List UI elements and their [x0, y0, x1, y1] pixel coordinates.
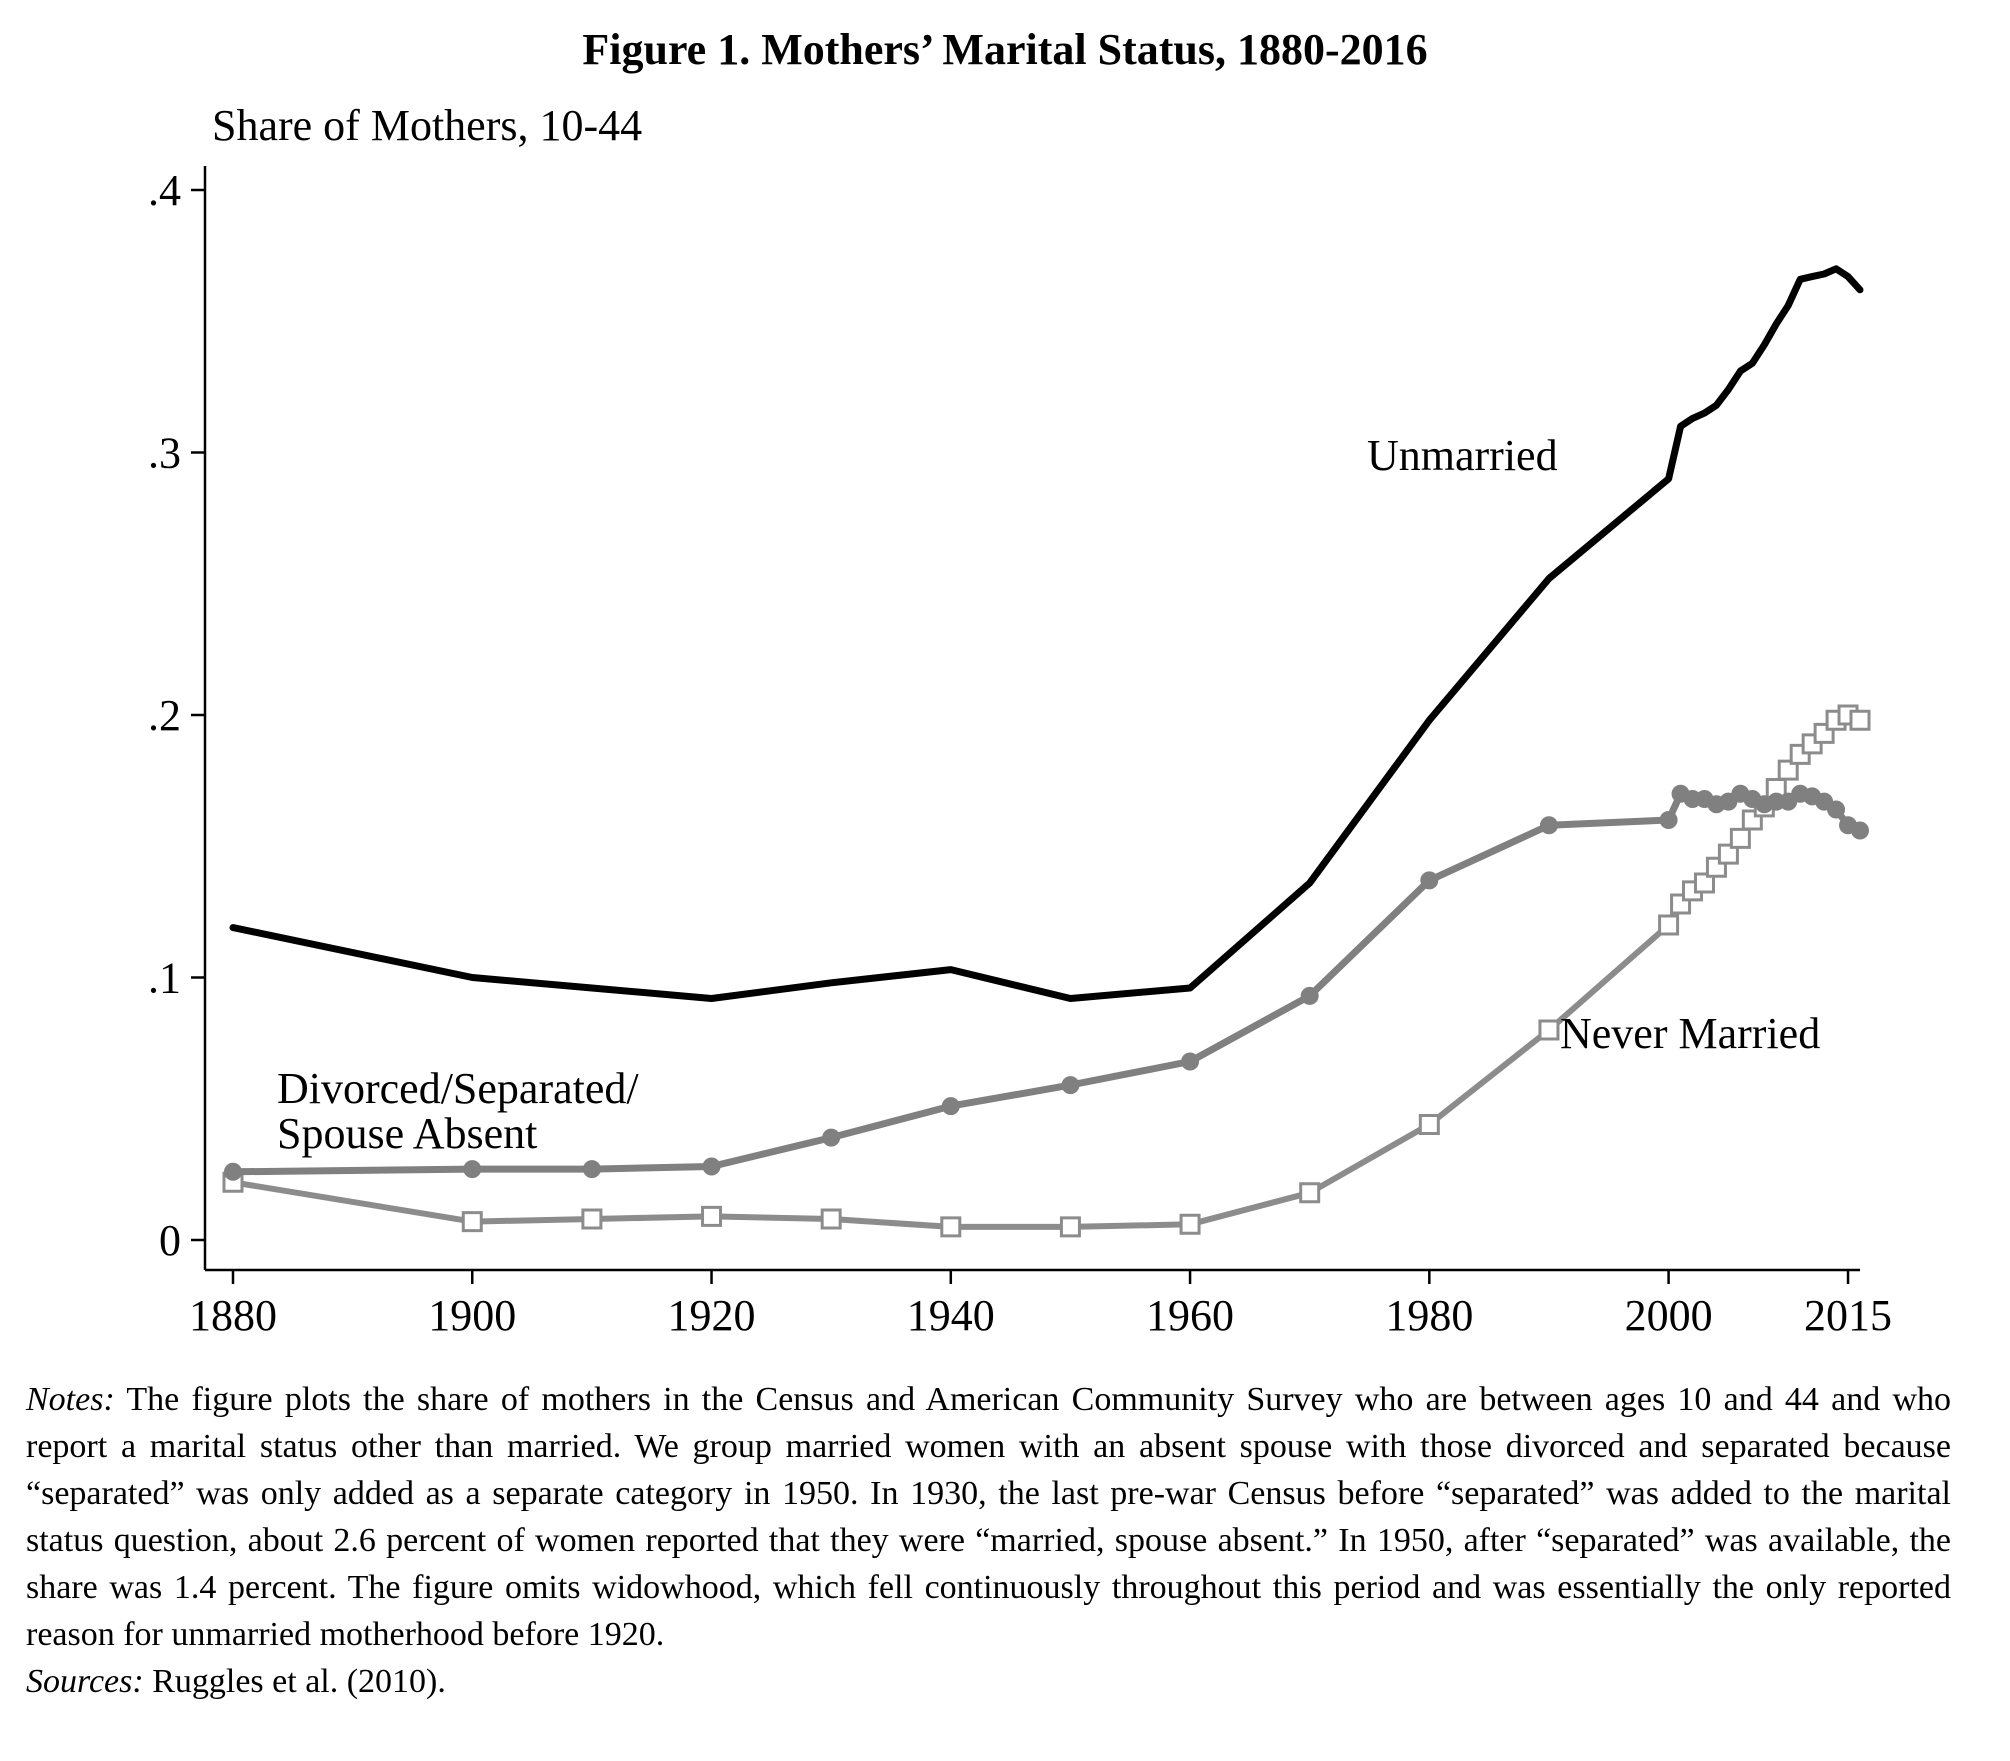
- data-point-divorced: [1181, 1052, 1200, 1071]
- sources-label: Sources:: [26, 1663, 144, 1700]
- x-tick-label: 1940: [907, 1291, 995, 1340]
- data-point-never-married: [461, 1211, 483, 1233]
- x-tick-label: 1900: [428, 1291, 516, 1340]
- sources-paragraph: Sources: Ruggles et al. (2010).: [26, 1658, 1951, 1705]
- series-label-divorced: Divorced/Separated/: [277, 1064, 639, 1113]
- data-point-never-married: [1418, 1114, 1440, 1135]
- data-point-divorced: [1420, 871, 1439, 890]
- data-point-divorced: [1851, 821, 1869, 840]
- x-tick-label: 2000: [1625, 1291, 1713, 1340]
- notes-label: Notes:: [26, 1381, 115, 1418]
- line-chart: Share of Mothers, 10-44 0 .1 .2 .3 .4 1880 190…: [100, 80, 1893, 1360]
- data-point-never-married: [1059, 1216, 1081, 1238]
- axes: 0 .1 .2 .3 .4 1880 1900 1920 1940 1960 1980 2000 201…: [148, 166, 1892, 1340]
- data-point-divorced: [1539, 816, 1558, 835]
- data-point-never-married: [1693, 872, 1715, 894]
- data-point-never-married: [701, 1205, 723, 1227]
- data-point-divorced: [822, 1128, 841, 1147]
- y-tick-label: .4: [148, 166, 181, 215]
- data-point-divorced: [1659, 811, 1678, 829]
- y-tick-label: 0: [159, 1216, 181, 1265]
- series-label-unmarried: Unmarried: [1367, 431, 1558, 480]
- data-point-never-married: [1777, 759, 1799, 781]
- x-tick-label: 1880: [189, 1291, 277, 1340]
- series-divorced: [224, 784, 1869, 1181]
- x-tick-label: 2015: [1804, 1291, 1892, 1340]
- data-point-divorced: [1061, 1076, 1080, 1095]
- y-tick-label: .3: [148, 429, 181, 478]
- y-axis-label: Share of Mothers, 10-44: [212, 101, 642, 150]
- data-point-divorced: [702, 1157, 721, 1176]
- data-point-never-married: [1658, 914, 1680, 936]
- series-labels: Unmarried Divorced/Separated/Spouse Absen…: [277, 431, 1820, 1158]
- x-tick-label: 1920: [668, 1291, 756, 1340]
- sources-text: Ruggles et al. (2010).: [143, 1663, 446, 1700]
- data-point-never-married: [1179, 1213, 1201, 1235]
- data-point-divorced: [941, 1097, 960, 1116]
- data-point-never-married: [1849, 709, 1871, 731]
- data-point-never-married: [940, 1216, 962, 1238]
- notes-paragraph: Notes: The figure plots the share of mot…: [26, 1376, 1951, 1658]
- data-point-never-married: [1729, 827, 1751, 849]
- series-unmarried: [229, 265, 1864, 1002]
- series-label-divorced: Spouse Absent: [277, 1109, 537, 1158]
- data-point-divorced: [1827, 800, 1846, 819]
- notes-text: The figure plots the share of mothers in…: [26, 1381, 1951, 1653]
- series-line-unmarried: [229, 265, 1864, 1002]
- data-point-divorced: [582, 1160, 601, 1179]
- figure-title: Figure 1. Mothers’ Marital Status, 1880-…: [582, 25, 1428, 74]
- y-tick-label: .1: [148, 954, 181, 1003]
- series-layer: [222, 265, 1871, 1238]
- x-tick-label: 1960: [1146, 1291, 1234, 1340]
- data-point-divorced: [224, 1162, 242, 1181]
- series-label-never-married: Never Married: [1560, 1009, 1820, 1058]
- data-point-divorced: [1300, 986, 1319, 1005]
- data-point-divorced: [463, 1160, 482, 1179]
- plot-background: [100, 80, 1872, 1360]
- y-tick-label: .2: [148, 691, 181, 740]
- data-point-never-married: [820, 1208, 842, 1230]
- x-tick-label: 1980: [1385, 1291, 1473, 1340]
- data-point-never-married: [581, 1208, 603, 1230]
- data-point-never-married: [1538, 1019, 1560, 1041]
- notes-block: Notes: The figure plots the share of mot…: [26, 1376, 1951, 1705]
- data-point-never-married: [1299, 1182, 1321, 1204]
- data-point-never-married: [1717, 843, 1739, 865]
